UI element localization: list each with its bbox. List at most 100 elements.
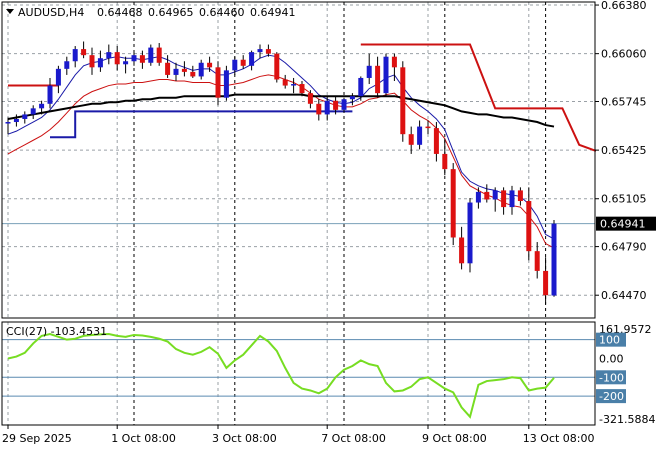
candle-body bbox=[215, 67, 221, 98]
candle-body bbox=[123, 61, 129, 65]
candle-body bbox=[114, 52, 120, 65]
candle-body bbox=[240, 59, 246, 66]
candle-body bbox=[517, 190, 523, 202]
candle-body bbox=[223, 70, 229, 98]
candle-body bbox=[333, 100, 339, 110]
candle-body bbox=[39, 103, 45, 109]
candle-body bbox=[316, 103, 322, 115]
time-tick-label: 3 Oct 08:00 bbox=[212, 432, 277, 445]
candle-body bbox=[156, 47, 162, 63]
cci-label: CCI(27) -103.4531 bbox=[6, 325, 107, 338]
candle-body bbox=[475, 191, 481, 203]
cci-level-tag bbox=[596, 332, 626, 347]
candle-body bbox=[400, 67, 406, 135]
step-line bbox=[50, 110, 353, 139]
cci-level-label: -200 bbox=[599, 390, 624, 403]
time-tick-label: 1 Oct 08:00 bbox=[111, 432, 176, 445]
cci-line bbox=[7, 332, 555, 419]
moving-average-line bbox=[7, 74, 555, 249]
candle-body bbox=[425, 126, 431, 129]
candle-body bbox=[358, 77, 364, 97]
candle-body bbox=[257, 49, 263, 53]
candle-body bbox=[551, 223, 557, 296]
candle-body bbox=[30, 108, 36, 115]
cci-panel bbox=[2, 332, 595, 419]
cci-level-tag bbox=[596, 389, 626, 404]
time-tick-label: 7 Oct 08:00 bbox=[321, 432, 386, 445]
candle-body bbox=[282, 79, 288, 86]
current-price-label: 0.64941 bbox=[600, 218, 646, 231]
price-tick-label: 0.64470 bbox=[601, 289, 647, 302]
candle-body bbox=[307, 93, 313, 104]
candle-body bbox=[72, 49, 78, 62]
candle-body bbox=[450, 169, 456, 238]
candle-body bbox=[97, 58, 103, 68]
candle-body bbox=[484, 191, 490, 200]
candle-body bbox=[349, 96, 355, 100]
candle-body bbox=[526, 201, 532, 252]
candle-body bbox=[173, 68, 179, 75]
axes: 0.66380 0.66060 0.65745 0.65425 0.65105 0.647… bbox=[2, 0, 656, 445]
time-tick-label: 29 Sep 2025 bbox=[2, 432, 72, 445]
header-low: 0.64460 bbox=[199, 6, 245, 19]
price-tick-label: 0.65105 bbox=[601, 193, 647, 206]
cci-zero-label: 0.00 bbox=[599, 352, 624, 365]
candle-body bbox=[5, 122, 11, 124]
candle-body bbox=[442, 153, 448, 170]
candle-body bbox=[249, 52, 255, 66]
header-symbol: AUDUSD,H4 bbox=[18, 6, 84, 19]
candle-body bbox=[13, 118, 19, 123]
time-tick-label: 13 Oct 08:00 bbox=[523, 432, 595, 445]
candle-body bbox=[207, 62, 213, 68]
candle-body bbox=[534, 251, 540, 271]
candle-body bbox=[181, 68, 187, 72]
candle-body bbox=[417, 126, 423, 145]
cci-level-tag bbox=[596, 370, 626, 385]
candle-body bbox=[89, 55, 95, 68]
header-dropdown-triangle-icon[interactable] bbox=[6, 9, 14, 14]
header-open: 0.64468 bbox=[97, 6, 143, 19]
candle-body bbox=[190, 71, 196, 77]
price-tick-label: 0.66060 bbox=[601, 48, 647, 61]
candle-body bbox=[47, 85, 53, 104]
candle-body bbox=[165, 62, 171, 75]
time-tick-label: 9 Oct 08:00 bbox=[422, 432, 487, 445]
candle-body bbox=[509, 190, 515, 208]
candle-body bbox=[459, 237, 465, 264]
candle-body bbox=[274, 53, 280, 80]
candle-body bbox=[265, 49, 271, 54]
candle-body bbox=[22, 114, 28, 119]
candle-body bbox=[64, 61, 70, 69]
candles bbox=[5, 41, 557, 305]
candle-body bbox=[543, 270, 549, 296]
candle-body bbox=[55, 68, 61, 86]
cci-min-label: -321.5884 bbox=[599, 413, 655, 426]
candle-body bbox=[383, 56, 389, 94]
candle-body bbox=[131, 55, 137, 62]
candle-body bbox=[391, 56, 397, 68]
candle-body bbox=[106, 52, 112, 59]
moving-average-line bbox=[7, 93, 555, 128]
header-close: 0.64941 bbox=[250, 6, 296, 19]
candle-body bbox=[467, 202, 473, 264]
chart-frame bbox=[1, 1, 596, 426]
step-line bbox=[360, 43, 597, 152]
candle-body bbox=[501, 190, 507, 208]
candle-body bbox=[324, 100, 330, 115]
indicator-lines bbox=[7, 43, 597, 249]
candle-body bbox=[492, 190, 498, 200]
candle-body bbox=[299, 84, 305, 94]
cci-level-label: 100 bbox=[599, 334, 620, 347]
price-tick-label: 0.65745 bbox=[601, 96, 647, 109]
cci-panel-border bbox=[1, 321, 596, 426]
grid-lines bbox=[2, 2, 595, 425]
candle-body bbox=[433, 128, 439, 154]
candle-body bbox=[291, 84, 297, 86]
candle-body bbox=[232, 59, 238, 71]
header-high: 0.64965 bbox=[148, 6, 194, 19]
candle-body bbox=[408, 134, 414, 145]
candle-body bbox=[375, 65, 381, 94]
candle-body bbox=[198, 62, 204, 77]
candle-body bbox=[366, 65, 372, 78]
